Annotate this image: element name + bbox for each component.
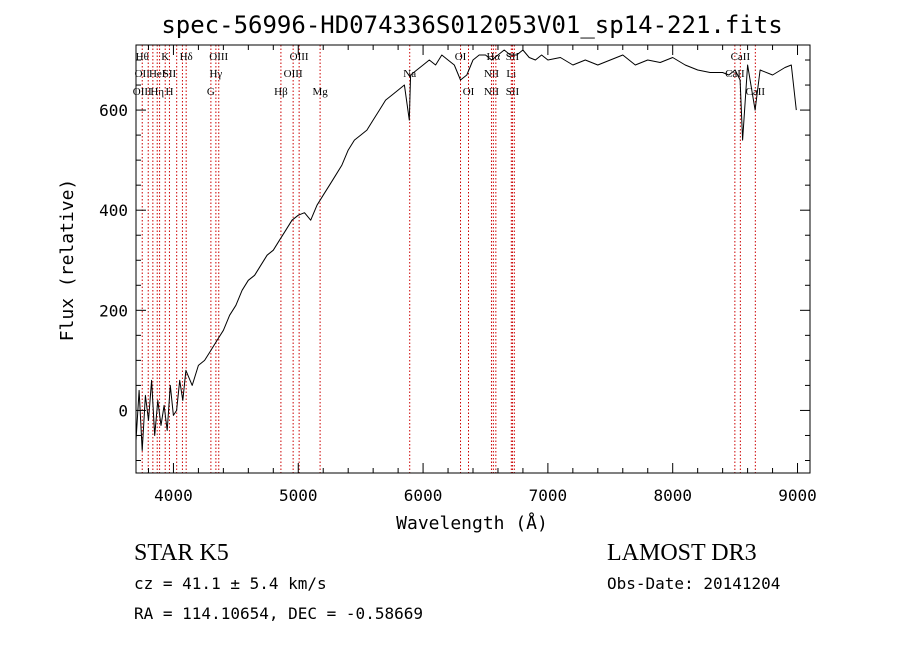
line-label: Hθ bbox=[136, 51, 149, 63]
line-label: CaII bbox=[746, 86, 766, 98]
coordinates: RA = 114.10654, DEC = -0.58669 bbox=[134, 604, 423, 623]
object-class: STAR K5 bbox=[134, 540, 229, 566]
line-label: K bbox=[161, 51, 169, 63]
line-label: Hα bbox=[486, 51, 500, 63]
line-label: NII bbox=[484, 86, 500, 98]
y-tick-label: 600 bbox=[99, 101, 128, 120]
line-label: Na bbox=[403, 68, 416, 80]
spectrum-chart: spec-56996-HD074336S012053V01_sp14-221.f… bbox=[57, 11, 817, 534]
line-label: OIII bbox=[290, 51, 309, 63]
y-tick-label: 400 bbox=[99, 201, 128, 220]
x-tick-label: 4000 bbox=[154, 486, 193, 505]
spectrum-line bbox=[135, 49, 797, 451]
line-label: Hδ bbox=[180, 51, 193, 63]
x-tick-label: 6000 bbox=[404, 486, 443, 505]
x-axis-label: Wavelength (Å) bbox=[396, 512, 548, 534]
line-label: Hγ bbox=[209, 68, 222, 80]
x-tick-label: 7000 bbox=[529, 486, 568, 505]
line-label: G bbox=[207, 86, 215, 98]
line-label: OI bbox=[455, 51, 467, 63]
survey-name: LAMOST DR3 bbox=[607, 540, 757, 566]
y-axis-label: Flux (relative) bbox=[57, 179, 78, 342]
line-label: OIII bbox=[133, 86, 152, 98]
line-label: NII bbox=[484, 68, 500, 80]
line-label: Mg bbox=[312, 86, 328, 98]
line-label: Hη bbox=[150, 86, 164, 98]
line-label: OII bbox=[135, 68, 151, 80]
line-label: H bbox=[165, 86, 173, 98]
chart-title: spec-56996-HD074336S012053V01_sp14-221.f… bbox=[161, 11, 782, 39]
y-axis: 0 200 400 600 bbox=[99, 59, 810, 461]
y-tick-label: 0 bbox=[118, 401, 128, 420]
x-axis: 4000 5000 6000 7000 8000 9000 bbox=[147, 45, 817, 505]
line-label: OIII bbox=[284, 68, 303, 80]
line-label: SII bbox=[506, 86, 520, 98]
line-label: SII bbox=[163, 68, 177, 80]
observation-date: Obs-Date: 20141204 bbox=[607, 574, 781, 593]
line-label: OIII bbox=[209, 51, 228, 63]
x-tick-label: 5000 bbox=[279, 486, 318, 505]
line-marker-group: Hθ OII OIII HeI Hη K SII H Hδ G Hγ OIII Hβ OIII OIII Mg… bbox=[133, 45, 766, 473]
x-tick-label: 8000 bbox=[653, 486, 692, 505]
redshift-value: cz = 41.1 ± 5.4 km/s bbox=[134, 574, 327, 593]
line-label: CaII bbox=[731, 51, 751, 63]
line-label: OI bbox=[463, 86, 475, 98]
line-label: Hβ bbox=[274, 86, 288, 98]
line-label: HeI bbox=[149, 68, 166, 80]
line-label: Li bbox=[506, 68, 516, 80]
spectrum-group bbox=[135, 49, 797, 451]
plot-frame bbox=[135, 44, 811, 474]
y-tick-label: 200 bbox=[99, 301, 128, 320]
x-tick-label: 9000 bbox=[778, 486, 817, 505]
